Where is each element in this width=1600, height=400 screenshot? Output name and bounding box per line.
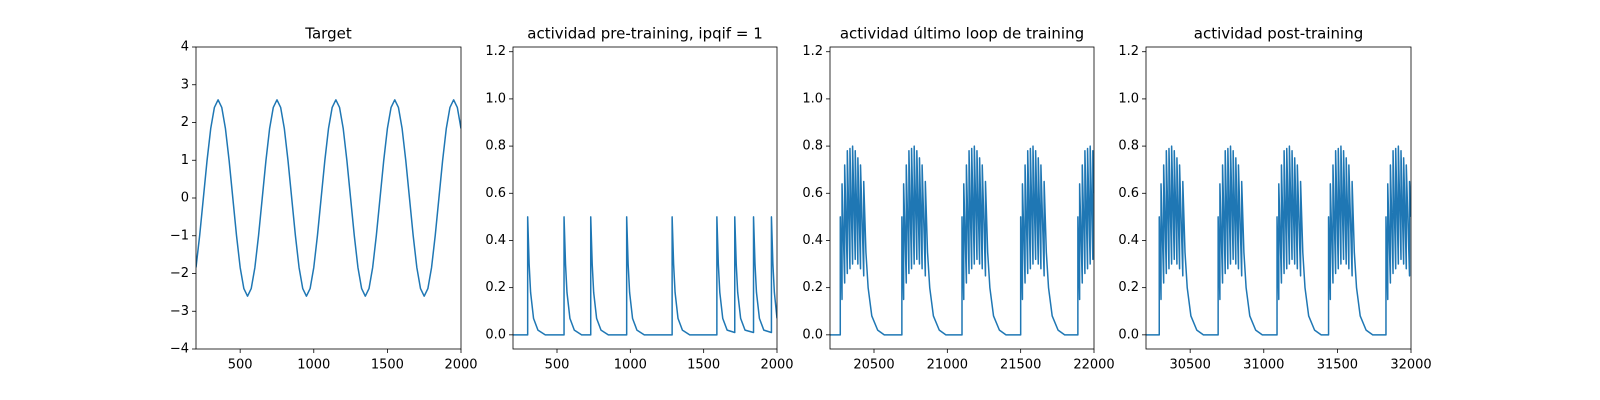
subplot: Target 500 1000 1500 2000 −4 −3 −2 −1 0 1 2 3 4 xyxy=(170,25,478,373)
data-line xyxy=(1146,145,1411,336)
plot-area xyxy=(830,145,1094,336)
axes-frame xyxy=(829,46,1095,350)
x-tick-label: 2000 xyxy=(444,358,477,373)
y-tick-label: 1.2 xyxy=(802,44,823,59)
y-tick-label: 0.0 xyxy=(485,327,506,342)
y-tick-label: 1.0 xyxy=(802,91,823,106)
y-tick-label: 0.8 xyxy=(1118,139,1139,154)
y-tick-label: 0.8 xyxy=(802,139,823,154)
subplot-title: actividad pre-training, ipqif = 1 xyxy=(527,25,763,43)
subplot: actividad post-training 30500 31000 31500 32… xyxy=(1118,25,1431,373)
x-tick-label: 500 xyxy=(228,358,253,373)
y-tick-label: 1.0 xyxy=(485,91,506,106)
y-tick-label: 3 xyxy=(181,77,189,92)
x-tick-label: 1000 xyxy=(614,358,647,373)
x-tick-label: 21500 xyxy=(1000,358,1041,373)
x-tick-label: 500 xyxy=(545,358,570,373)
y-tick-label: 0.0 xyxy=(1118,327,1139,342)
y-tick-label: 0.6 xyxy=(802,186,823,201)
axes-frame xyxy=(1145,46,1412,350)
y-tick-label: 1.2 xyxy=(485,44,506,59)
x-tick-label: 21000 xyxy=(927,358,968,373)
data-line xyxy=(196,99,461,297)
subplot-title: actividad post-training xyxy=(1194,25,1363,43)
plot-area xyxy=(196,99,461,297)
y-tick-label: 0.6 xyxy=(485,186,506,201)
y-tick-label: 1.0 xyxy=(1118,91,1139,106)
plot-area xyxy=(1146,145,1411,336)
y-tick-label: 0.8 xyxy=(485,139,506,154)
y-tick-label: 0.0 xyxy=(802,327,823,342)
y-tick-label: 0.4 xyxy=(1118,233,1139,248)
x-tick-label: 1500 xyxy=(371,358,404,373)
y-tick-label: 0.4 xyxy=(485,233,506,248)
x-tick-label: 32000 xyxy=(1390,358,1431,373)
plot-area xyxy=(513,216,777,336)
y-tick-label: 4 xyxy=(181,40,189,55)
x-tick-label: 1500 xyxy=(687,358,720,373)
y-tick-label: −4 xyxy=(170,342,189,357)
subplot-title: Target xyxy=(304,25,352,43)
axes-frame xyxy=(512,46,778,350)
y-tick-label: 1 xyxy=(181,153,189,168)
subplot-title: actividad último loop de training xyxy=(840,25,1084,43)
subplot: actividad último loop de training 20500 21… xyxy=(802,25,1114,373)
y-tick-label: 0 xyxy=(181,191,189,206)
y-tick-label: −3 xyxy=(170,304,189,319)
x-tick-label: 31500 xyxy=(1317,358,1358,373)
y-tick-label: 0.4 xyxy=(802,233,823,248)
x-tick-label: 20500 xyxy=(853,358,894,373)
y-tick-label: 0.2 xyxy=(802,280,823,295)
x-tick-label: 31000 xyxy=(1243,358,1284,373)
y-tick-label: 0.6 xyxy=(1118,186,1139,201)
y-tick-label: −1 xyxy=(170,228,189,243)
data-line xyxy=(513,216,777,336)
y-tick-label: 0.2 xyxy=(1118,280,1139,295)
x-tick-label: 22000 xyxy=(1073,358,1114,373)
subplot: actividad pre-training, ipqif = 1 500 1000… xyxy=(485,25,793,373)
x-tick-label: 30500 xyxy=(1169,358,1210,373)
data-line xyxy=(830,145,1094,336)
y-tick-label: −2 xyxy=(170,266,189,281)
y-tick-label: 0.2 xyxy=(485,280,506,295)
x-tick-label: 1000 xyxy=(297,358,330,373)
y-tick-label: 1.2 xyxy=(1118,44,1139,59)
y-tick-label: 2 xyxy=(181,115,189,130)
x-tick-label: 2000 xyxy=(760,358,793,373)
